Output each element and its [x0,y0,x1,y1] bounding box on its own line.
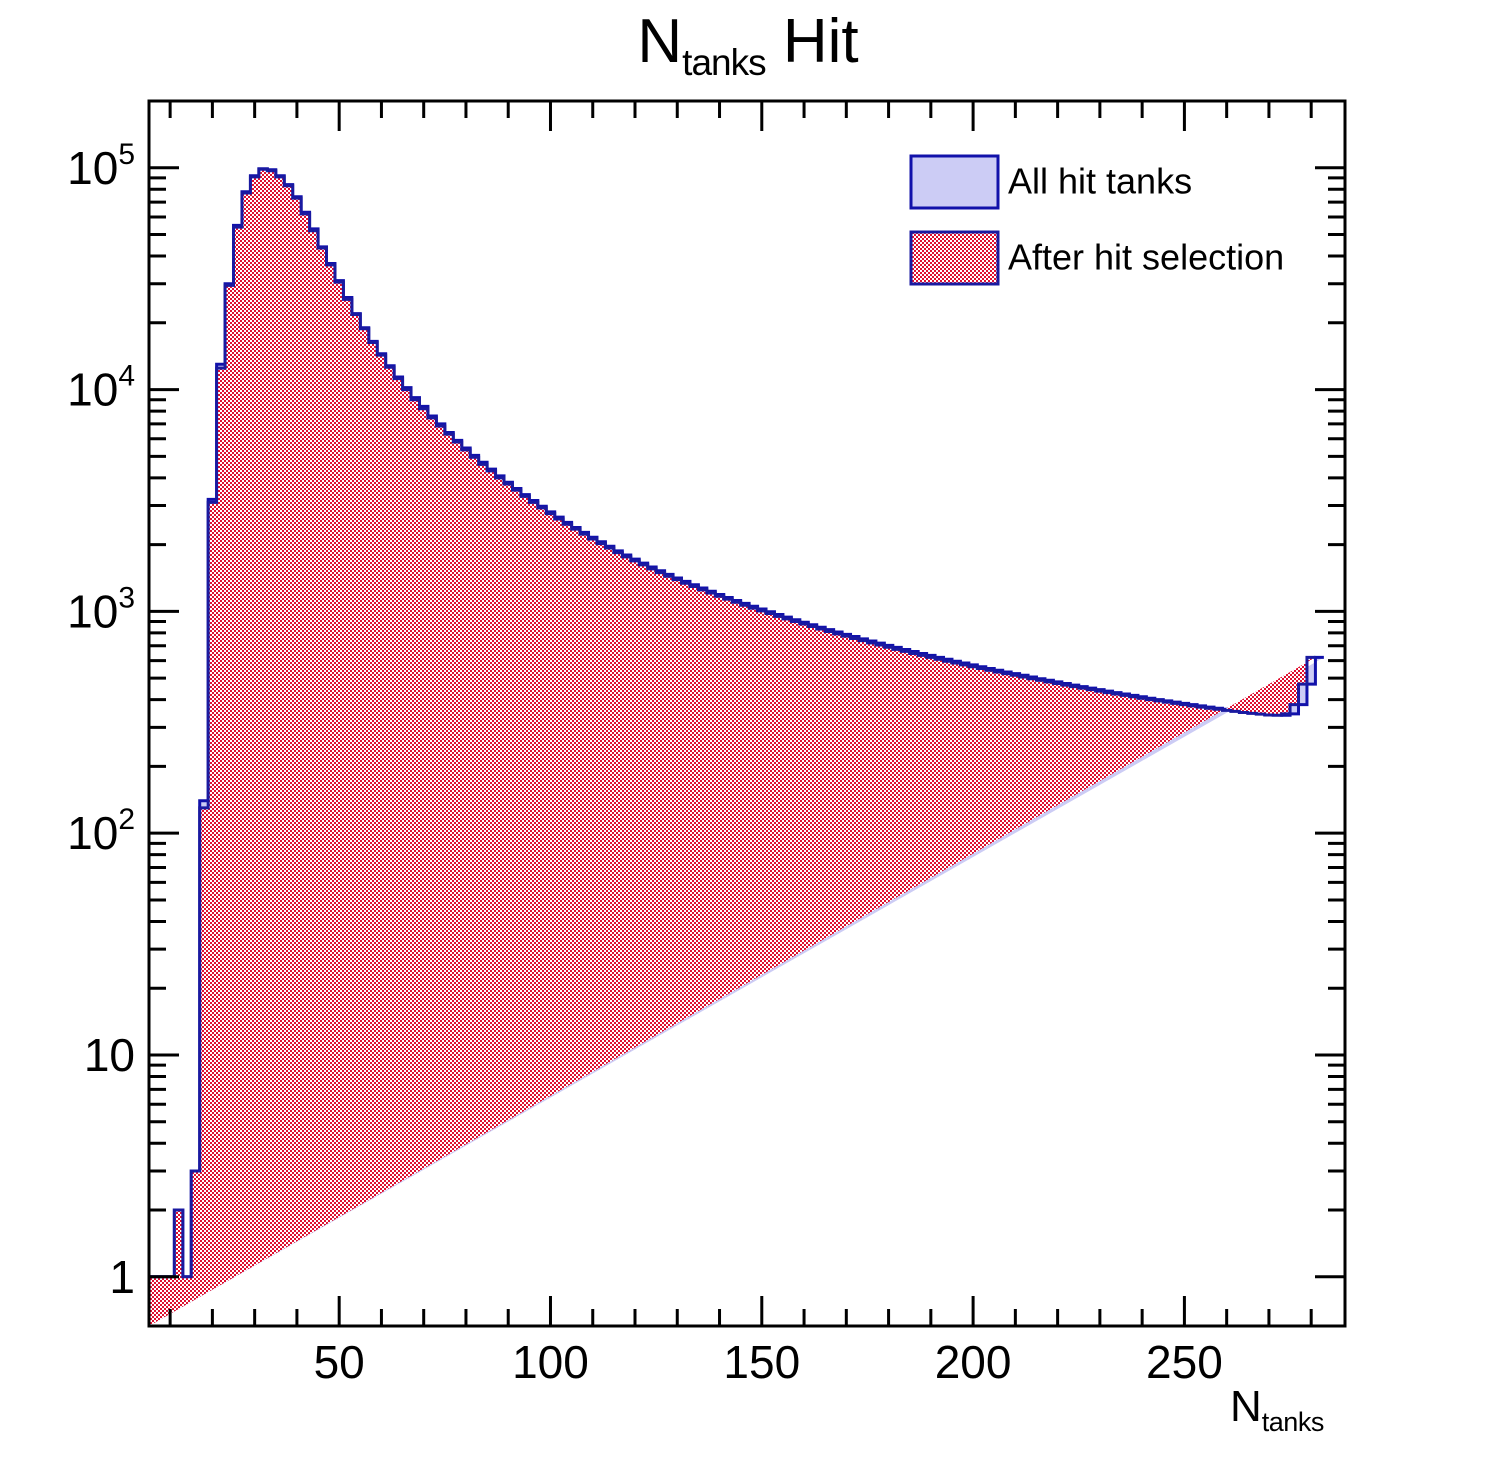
x-axis-title-symbol: N [1230,1382,1262,1431]
x-axis-ticks [168,101,1313,1326]
x-axis-tick-label: 250 [1146,1336,1223,1388]
y-axis-tick-label: 1 [109,1251,135,1303]
y-axis-ticks [149,99,1345,1279]
y-axis-tick-label: 103 [67,581,135,637]
legend-label-after-hit-selection: After hit selection [1008,237,1284,278]
y-axis-tick-labels: 1 10 102 103 104 105 [67,138,135,1303]
y-axis-tick-label: 105 [67,138,135,194]
plot-frame-border [147,99,1347,1328]
x-axis-tick-label: 150 [723,1336,800,1388]
y-axis-tick-label: 102 [67,803,135,859]
x-axis-title: Ntanks [1230,1382,1324,1437]
legend: All hit tanks After hit selection [909,154,1284,286]
x-axis-title-subscript: tanks [1261,1407,1325,1437]
page-title: Ntanks Hit [0,6,1496,83]
series-after-hit-selection [149,167,1316,1326]
x-axis-tick-label: 50 [314,1336,365,1388]
y-axis-tick-label: 104 [67,360,135,416]
legend-label-all-hit-tanks: All hit tanks [1008,161,1192,202]
legend-swatch-all-hit-tanks [909,154,1000,210]
histogram-area-after-hit-selection [149,167,1316,1326]
x-axis-tick-label: 100 [512,1336,589,1388]
x-axis-tick-labels: 50 100 150 200 250 [314,1336,1223,1388]
title-main: N [637,7,683,76]
title-tail: Hit [765,7,859,76]
x-axis-tick-label: 200 [935,1336,1012,1388]
legend-swatch-after-hit-selection [909,230,1000,286]
title-subscript: tanks [682,42,766,83]
y-axis-tick-label: 10 [84,1029,135,1081]
